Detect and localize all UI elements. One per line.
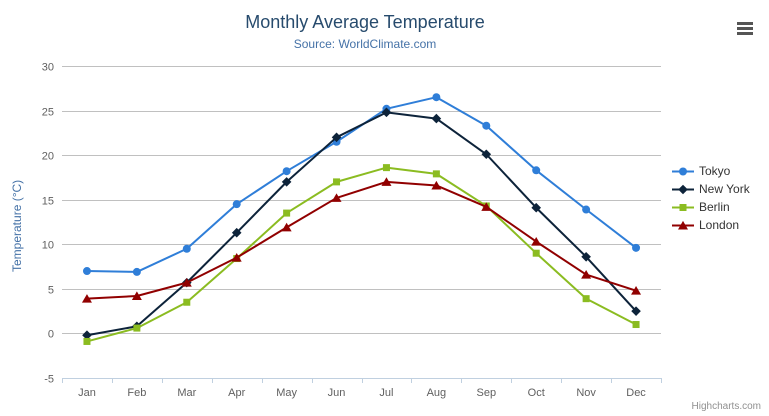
legend-symbol-berlin <box>672 204 694 211</box>
y-axis-tick-label: 30 <box>42 62 54 74</box>
marker-new-york[interactable] <box>431 113 442 124</box>
marker-london[interactable] <box>381 177 392 186</box>
legend: Tokyo New York Berlin London <box>672 165 750 232</box>
marker-london[interactable] <box>181 278 192 287</box>
x-axis-tick-label: Feb <box>127 387 146 399</box>
series-line-berlin <box>85 166 638 343</box>
legend-label-berlin: Berlin <box>699 200 730 214</box>
marker-new-york[interactable] <box>581 251 591 262</box>
x-axis-tick-label: Sep <box>477 387 497 399</box>
marker-berlin[interactable] <box>532 249 540 257</box>
y-axis-tick-label: 15 <box>42 196 54 208</box>
marker-new-york[interactable] <box>82 330 92 341</box>
x-axis-tick-label: Nov <box>576 387 596 399</box>
y-axis-tick-label: -5 <box>44 374 54 386</box>
marker-tokyo[interactable] <box>432 93 441 102</box>
legend-marker-berlin <box>679 204 687 211</box>
marker-london[interactable] <box>331 193 342 202</box>
export-menu-button[interactable] <box>735 20 755 37</box>
marker-london[interactable] <box>281 222 292 232</box>
legend-marker-tokyo <box>679 167 687 176</box>
marker-berlin[interactable] <box>133 324 141 332</box>
marker-london[interactable] <box>231 253 242 262</box>
marker-london[interactable] <box>531 237 542 246</box>
marker-tokyo[interactable] <box>532 166 541 175</box>
x-axis-tick-label: Oct <box>528 387 545 399</box>
legend-item-new-york[interactable]: New York <box>672 183 750 196</box>
marker-new-york[interactable] <box>331 132 342 143</box>
y-axis-tick-label: 10 <box>42 240 54 252</box>
marker-berlin[interactable] <box>432 170 440 178</box>
marker-london[interactable] <box>631 286 642 295</box>
legend-item-berlin[interactable]: Berlin <box>672 201 750 214</box>
legend-marker-london <box>678 220 688 230</box>
marker-tokyo[interactable] <box>632 243 641 252</box>
marker-new-york[interactable] <box>481 149 492 160</box>
legend-symbol-new-york <box>672 184 694 195</box>
legend-label-tokyo: Tokyo <box>699 164 731 178</box>
y-axis-tick-label: 5 <box>48 285 54 297</box>
x-axis-tick-label: Jun <box>328 387 346 399</box>
marker-london[interactable] <box>81 294 92 303</box>
legend-label-london: London <box>699 218 740 232</box>
marker-new-york[interactable] <box>531 202 542 213</box>
y-axis-title: Temperature (°C) <box>10 179 24 272</box>
marker-new-york[interactable] <box>381 107 392 118</box>
x-axis-tick-label: Mar <box>177 387 196 399</box>
marker-london[interactable] <box>431 180 442 190</box>
x-axis-tick-label: Jan <box>78 387 96 399</box>
marker-berlin[interactable] <box>283 209 291 217</box>
legend-symbol-london <box>672 220 694 230</box>
marker-tokyo[interactable] <box>582 205 591 214</box>
y-axis-tick-label: 0 <box>48 329 54 341</box>
marker-berlin[interactable] <box>382 164 390 172</box>
marker-london[interactable] <box>131 291 142 300</box>
marker-berlin[interactable] <box>183 298 191 306</box>
series-line-new-york <box>85 111 638 337</box>
x-axis-tick-label: Dec <box>626 387 646 399</box>
legend-symbol-tokyo <box>672 167 694 176</box>
marker-tokyo[interactable] <box>182 244 191 253</box>
marker-berlin[interactable] <box>632 321 640 329</box>
series-line-london <box>85 180 638 300</box>
hamburger-menu-icon <box>737 22 753 25</box>
marker-london[interactable] <box>581 269 592 279</box>
chart-title: Monthly Average Temperature <box>245 12 485 32</box>
marker-berlin[interactable] <box>83 337 91 345</box>
y-axis-tick-label: 25 <box>42 107 54 119</box>
legend-item-tokyo[interactable]: Tokyo <box>672 165 750 178</box>
marker-tokyo[interactable] <box>482 121 491 130</box>
chart-subtitle: Source: WorldClimate.com <box>293 37 437 51</box>
hamburger-menu-icon <box>737 27 753 30</box>
x-axis-tick-label: May <box>276 387 297 399</box>
marker-tokyo[interactable] <box>132 267 141 276</box>
marker-new-york[interactable] <box>231 227 242 238</box>
credits-link[interactable]: Highcharts.com <box>691 401 761 412</box>
marker-berlin[interactable] <box>333 178 341 186</box>
x-axis-tick-label: Aug <box>427 387 447 399</box>
legend-label-new-york: New York <box>699 182 750 196</box>
legend-marker-new-york <box>678 184 688 195</box>
x-axis-tick-label: Jul <box>379 387 393 399</box>
legend-item-london[interactable]: London <box>672 219 750 232</box>
marker-new-york[interactable] <box>281 177 292 187</box>
series-line-tokyo <box>85 96 638 273</box>
marker-tokyo[interactable] <box>232 200 241 209</box>
marker-tokyo[interactable] <box>82 267 91 276</box>
hamburger-menu-icon <box>737 32 753 35</box>
x-axis-tick-label: Apr <box>228 387 245 399</box>
marker-new-york[interactable] <box>631 306 641 316</box>
marker-tokyo[interactable] <box>282 167 291 176</box>
marker-london[interactable] <box>481 202 492 211</box>
marker-berlin[interactable] <box>582 295 590 303</box>
y-axis-tick-label: 20 <box>42 151 54 163</box>
